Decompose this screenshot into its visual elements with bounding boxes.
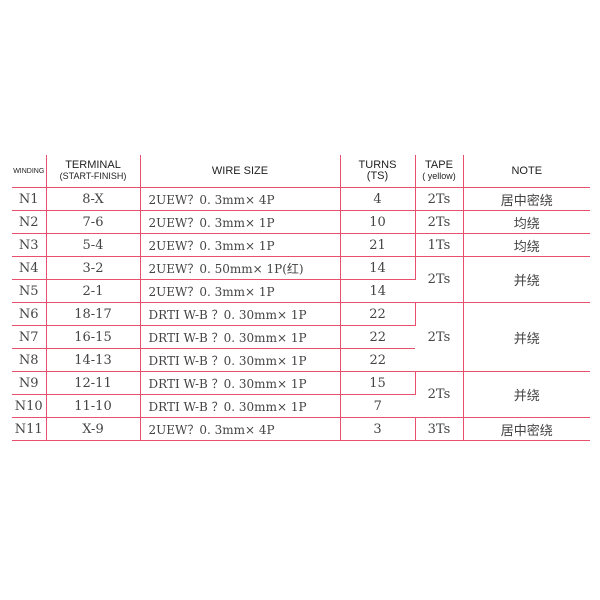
- note-cell: 并绕: [463, 302, 590, 372]
- table-row: N7 16-15 DRTI W-B ？0. 30mm× 1P 22: [12, 325, 590, 349]
- tape-cell: 3Ts: [415, 417, 464, 441]
- table-row: N1 8-X 2UEW？0. 3mm× 4P 4 2Ts 居中密绕: [12, 187, 590, 211]
- wire-size-cell: 2UEW？0. 3mm× 1P: [140, 279, 341, 303]
- terminal-cell: 2-1: [46, 279, 141, 303]
- wire-size-cell: DRTI W-B ？0. 30mm× 1P: [140, 302, 341, 326]
- winding-cell: N3: [12, 233, 47, 257]
- wire-size-cell: 2UEW？0. 3mm× 4P: [140, 187, 341, 211]
- turns-cell: 14: [340, 279, 415, 303]
- terminal-cell: 14-13: [46, 348, 141, 372]
- terminal-cell: 5-4: [46, 233, 141, 257]
- terminal-cell: 12-11: [46, 371, 141, 395]
- winding-cell: N10: [12, 394, 47, 418]
- turns-cell: 3: [340, 417, 416, 441]
- note-cell: 并绕: [463, 371, 590, 418]
- wire-size-cell: DRTI W-B ？0. 30mm× 1P: [140, 325, 341, 349]
- header-turns-sub: (TS): [366, 170, 389, 182]
- turns-cell: 21: [340, 233, 416, 257]
- header-terminal: TERMINAL (START-FINISH): [46, 155, 141, 188]
- wire-size-cell: 2UEW？0. 3mm× 1P: [140, 233, 341, 257]
- table-row: N5 2-1 2UEW？0. 3mm× 1P 14: [12, 279, 590, 303]
- wire-size-cell: DRTI W-B ？0. 30mm× 1P: [140, 348, 341, 372]
- header-wire-size: WIRE SIZE: [140, 155, 341, 188]
- winding-cell: N8: [12, 348, 47, 372]
- header-row: WINDING TERMINAL (START-FINISH) WIRE SIZE…: [12, 155, 590, 188]
- turns-cell: 22: [340, 325, 415, 349]
- winding-cell: N9: [12, 371, 47, 395]
- note-cell: 并绕: [463, 256, 590, 303]
- table-row: N11 X-9 2UEW？0. 3mm× 4P 3 3Ts 居中密绕: [12, 417, 590, 441]
- winding-cell: N4: [12, 256, 47, 280]
- terminal-cell: 3-2: [46, 256, 141, 280]
- table-row: N9 12-11 DRTI W-B ？0. 30mm× 1P 15 2Ts 并绕: [12, 371, 590, 418]
- header-turns-label: TURNS: [358, 159, 397, 171]
- table-row: N10 11-10 DRTI W-B ？0. 30mm× 1P 7: [12, 394, 590, 418]
- header-tape-sub: ( yellow): [422, 171, 456, 181]
- terminal-cell: 16-15: [46, 325, 141, 349]
- turns-cell: 14: [340, 256, 416, 280]
- table-row: N2 7-6 2UEW？0. 3mm× 1P 10 2Ts 均绕: [12, 210, 590, 234]
- turns-cell: 15: [340, 371, 416, 395]
- note-cell: 均绕: [463, 210, 590, 234]
- note-cell: 居中密绕: [463, 187, 590, 211]
- terminal-cell: 11-10: [46, 394, 141, 418]
- header-tape-label: TAPE: [425, 159, 453, 171]
- header-terminal-sub: (START-FINISH): [59, 171, 127, 181]
- turns-cell: 4: [340, 187, 416, 211]
- wire-size-cell: DRTI W-B ？0. 30mm× 1P: [140, 394, 341, 418]
- terminal-cell: 7-6: [46, 210, 141, 234]
- header-tape: TAPE( yellow): [415, 155, 464, 188]
- terminal-cell: 8-X: [46, 187, 141, 211]
- wire-size-cell: 2UEW？0. 3mm× 1P: [140, 210, 341, 234]
- winding-cell: N1: [12, 187, 47, 211]
- winding-cell: N7: [12, 325, 47, 349]
- winding-cell: N6: [12, 302, 47, 326]
- table-row: N4 3-2 2UEW？0. 50mm× 1P(红) 14 2Ts 并绕: [12, 256, 590, 303]
- header-winding: WINDING: [12, 155, 47, 188]
- table-row: N3 5-4 2UEW？0. 3mm× 1P 21 1Ts 均绕: [12, 233, 590, 257]
- winding-table: WINDING TERMINAL (START-FINISH) WIRE SIZE…: [12, 155, 590, 441]
- tape-cell: 2Ts: [415, 210, 464, 234]
- tape-cell: 1Ts: [415, 233, 464, 257]
- tape-cell: 2Ts: [415, 256, 464, 303]
- winding-cell: N5: [12, 279, 47, 303]
- note-cell: 居中密绕: [463, 417, 590, 441]
- header-note: NOTE: [463, 155, 590, 188]
- note-cell: 均绕: [463, 233, 590, 257]
- table-row: N8 14-13 DRTI W-B ？0. 30mm× 1P 22: [12, 348, 590, 372]
- header-turns: TURNS (TS): [340, 155, 416, 188]
- wire-size-cell: 2UEW？0. 50mm× 1P(红): [140, 256, 341, 280]
- terminal-cell: 18-17: [46, 302, 141, 326]
- turns-cell: 7: [340, 394, 415, 418]
- wire-size-cell: 2UEW？0. 3mm× 4P: [140, 417, 341, 441]
- tape-cell: 2Ts: [415, 371, 464, 418]
- winding-cell: N2: [12, 210, 47, 234]
- header-terminal-label: TERMINAL: [65, 159, 121, 171]
- turns-cell: 10: [340, 210, 416, 234]
- winding-cell: N11: [12, 417, 47, 441]
- turns-cell: 22: [340, 302, 416, 326]
- wire-size-cell: DRTI W-B ？0. 30mm× 1P: [140, 371, 341, 395]
- terminal-cell: X-9: [46, 417, 141, 441]
- turns-cell: 22: [340, 348, 415, 372]
- table-row: N6 18-17 DRTI W-B ？0. 30mm× 1P 22 2Ts 并绕: [12, 302, 590, 372]
- tape-cell: 2Ts: [415, 302, 464, 372]
- tape-cell: 2Ts: [415, 187, 464, 211]
